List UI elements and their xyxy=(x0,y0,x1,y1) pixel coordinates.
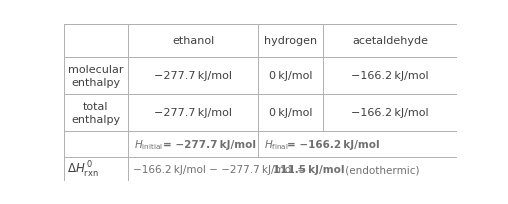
Text: 0 kJ/mol: 0 kJ/mol xyxy=(269,108,312,118)
Text: molecular
enthalpy: molecular enthalpy xyxy=(68,64,124,88)
Text: = −166.2 kJ/mol: = −166.2 kJ/mol xyxy=(287,139,380,149)
Text: acetaldehyde: acetaldehyde xyxy=(352,36,428,46)
Text: $\mathit{H}_\mathsf{final}$: $\mathit{H}_\mathsf{final}$ xyxy=(264,137,289,151)
Text: $\mathit{H}_\mathsf{initial}$: $\mathit{H}_\mathsf{initial}$ xyxy=(134,137,164,151)
Text: −277.7 kJ/mol: −277.7 kJ/mol xyxy=(154,108,233,118)
Text: −166.2 kJ/mol: −166.2 kJ/mol xyxy=(352,108,429,118)
Text: (endothermic): (endothermic) xyxy=(342,164,419,174)
Text: $\Delta \mathit{H}^{\,0}_{\mathsf{rxn}}$: $\Delta \mathit{H}^{\,0}_{\mathsf{rxn}}$ xyxy=(67,159,99,179)
Text: −166.2 kJ/mol: −166.2 kJ/mol xyxy=(352,71,429,81)
Text: −277.7 kJ/mol: −277.7 kJ/mol xyxy=(154,71,233,81)
Text: ethanol: ethanol xyxy=(172,36,214,46)
Text: −166.2 kJ/mol − −277.7 kJ/mol =: −166.2 kJ/mol − −277.7 kJ/mol = xyxy=(133,164,309,174)
Text: = −277.7 kJ/mol: = −277.7 kJ/mol xyxy=(164,139,257,149)
Text: 0 kJ/mol: 0 kJ/mol xyxy=(269,71,312,81)
Text: 111.5 kJ/mol: 111.5 kJ/mol xyxy=(273,164,344,174)
Text: hydrogen: hydrogen xyxy=(264,36,318,46)
Text: total
enthalpy: total enthalpy xyxy=(72,101,120,124)
